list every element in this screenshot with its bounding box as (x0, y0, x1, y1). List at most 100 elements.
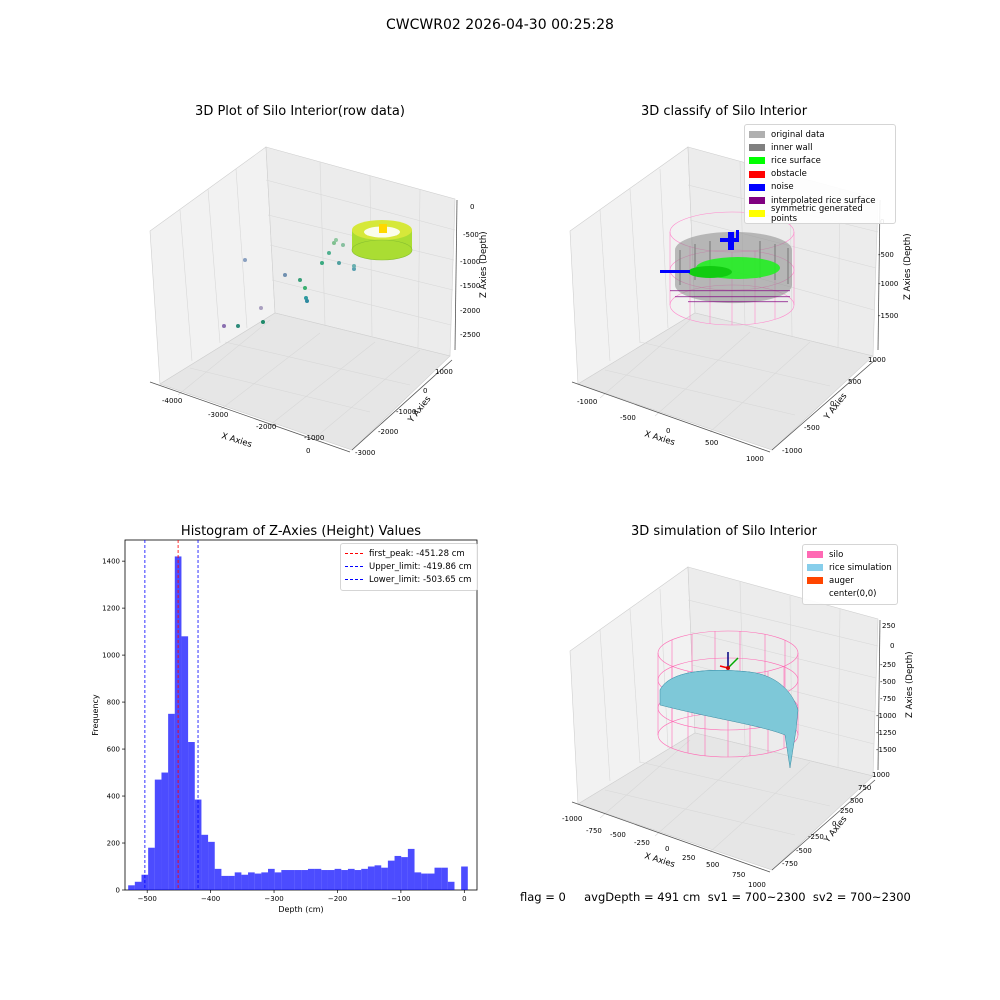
histogram-bar (321, 870, 328, 890)
histogram-bar (427, 873, 435, 890)
tick: 1000 (435, 368, 453, 376)
histogram-bar (234, 872, 242, 890)
panel1-yticks: 1000 0 -1000 -2000 -3000 (355, 368, 453, 457)
histogram-bar (381, 867, 388, 890)
histogram-bar (281, 870, 288, 890)
tick: -500 (796, 847, 812, 855)
histogram-bar (194, 799, 202, 890)
tick: -2000 (378, 428, 398, 436)
tick: -1000 (396, 408, 416, 416)
tick: -500 (620, 414, 636, 422)
y-tick-label: 1000 (102, 652, 120, 660)
legend-swatch-rice-simulation (807, 564, 823, 572)
histogram-bar (168, 713, 175, 890)
y-tick-label: 1200 (102, 605, 120, 613)
tick: 0 (890, 642, 894, 650)
histogram-bar (314, 868, 322, 890)
y-tick-label: 0 (116, 887, 120, 895)
histogram-bar (228, 875, 235, 890)
panel2-xlabel: X Axies (643, 429, 676, 448)
histogram-bar (161, 772, 169, 890)
x-tick-label: 0 (462, 895, 466, 903)
tick: -1500 (878, 312, 898, 320)
x-tick-label: −500 (138, 895, 157, 903)
histogram-bar (394, 855, 402, 890)
tick: -1000 (304, 434, 324, 442)
histogram-bar (201, 834, 209, 890)
legend-swatch-silo (807, 551, 823, 559)
panel1-3d-plot: -4000 -3000 -2000 -1000 0 1000 0 -1000 -… (149, 146, 489, 457)
histogram-bars (128, 556, 468, 890)
panel1-xlabel: X Axies (220, 431, 253, 450)
histogram-bar (421, 873, 428, 890)
legend-swatch-original (749, 131, 765, 139)
tick: 0 (832, 820, 836, 828)
histogram-bar (361, 868, 368, 890)
tick: -2500 (460, 331, 480, 339)
tick: -1500 (460, 282, 480, 290)
tick: -750 (880, 695, 896, 703)
panel1-xticks: -4000 -3000 -2000 -1000 0 (162, 397, 324, 455)
histogram-yticks: 0 200 400 600 800 1000 1200 1400 (102, 558, 125, 895)
legend-swatch-rice-surface (749, 157, 765, 165)
histogram-bar (287, 870, 295, 890)
x-tick-label: −300 (264, 895, 283, 903)
tick: 1000 (746, 455, 764, 463)
histogram-xticks: −500 −400 −300 −200 −100 0 (138, 890, 467, 903)
tick: -1250 (876, 729, 896, 737)
tick: -2000 (256, 423, 276, 431)
tick: -500 (880, 678, 896, 686)
panel1-zlabel: Z Axies (Depth) (479, 231, 489, 298)
legend-swatch-symmetric (749, 210, 765, 218)
tick: -1000 (460, 258, 480, 266)
y-tick-label: 800 (107, 699, 120, 707)
x-tick-label: −400 (201, 895, 220, 903)
histogram-bar (148, 847, 155, 890)
panel1-title: 3D Plot of Silo Interior(row data) (195, 104, 405, 119)
histogram-bar (461, 866, 468, 890)
y-tick-label: 1400 (102, 558, 120, 566)
histogram-bar (214, 868, 222, 890)
tick: 0 (830, 400, 834, 408)
panel2-legend: original data inner wall rice surface ob… (744, 124, 896, 225)
legend-swatch-obstacle (749, 170, 765, 178)
legend-swatch-noise (749, 183, 765, 191)
histogram-bar (334, 868, 342, 890)
panel4-xlabel: X Axies (643, 851, 676, 870)
legend-swatch-center (807, 590, 823, 598)
y-tick-label: 600 (107, 746, 120, 754)
y-tick-label: 200 (107, 840, 120, 848)
histogram-bar (254, 873, 262, 890)
tick: -250 (634, 839, 650, 847)
histogram-bar (268, 868, 275, 890)
tick: 1000 (872, 771, 890, 779)
tick: 0 (306, 447, 310, 455)
tick: -1000 (878, 280, 898, 288)
tick: -500 (610, 831, 626, 839)
histogram-bar (354, 870, 362, 890)
auger-marker (719, 652, 739, 670)
panel4-yticks: 1000 750 500 250 0 -250 -500 -750 (782, 771, 890, 868)
panel4-title: 3D simulation of Silo Interior (631, 524, 817, 539)
tick: 500 (705, 439, 718, 447)
panel4-zlabel: Z Axies (Depth) (905, 651, 915, 718)
tick: 500 (848, 378, 861, 386)
tick: -500 (804, 424, 820, 432)
histogram-title: Histogram of Z-Axies (Height) Values (180, 524, 422, 539)
histogram-bar (221, 875, 229, 890)
panel2-zlabel: Z Axies (Depth) (903, 233, 913, 300)
histogram-legend: first_peak: -451.28 cm Upper_limit: -419… (340, 543, 478, 591)
histogram-bar (367, 866, 375, 890)
histogram-bar (387, 860, 395, 890)
tick: 0 (470, 203, 474, 211)
tick: -4000 (162, 397, 182, 405)
histogram-chart: −500 −400 −300 −200 −100 0 0 200 400 600 800 1000 1… (91, 539, 478, 914)
panel4-zticks: 250 0 -250 -500 -750 -1000 -1250 -1500 (876, 622, 896, 754)
tick: -250 (880, 661, 896, 669)
histogram-bar (307, 868, 315, 890)
tick: -500 (463, 231, 479, 239)
x-tick-label: −200 (328, 895, 347, 903)
histogram-bar (414, 872, 422, 890)
histogram-ylabel: Frequency (91, 694, 100, 736)
tick: -750 (586, 827, 602, 835)
